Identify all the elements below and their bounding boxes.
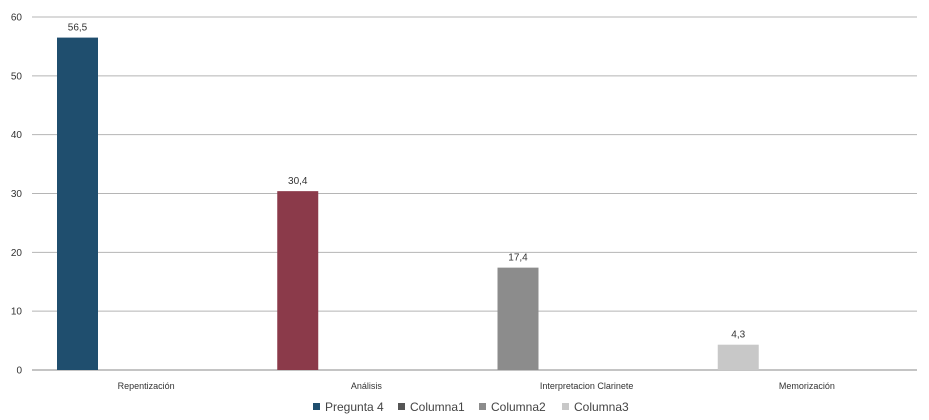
- legend-label: Pregunta 4: [325, 400, 384, 414]
- legend-swatch: [313, 403, 320, 410]
- y-tick-label: 50: [11, 71, 23, 82]
- category-label: Interpretacion Clarinete: [540, 381, 634, 391]
- y-tick-label: 10: [11, 307, 23, 318]
- y-tick-label: 60: [11, 13, 23, 24]
- y-tick-label: 0: [16, 366, 22, 377]
- y-tick-label: 20: [11, 248, 23, 259]
- y-tick-label: 40: [11, 130, 23, 141]
- data-label: 56,5: [68, 23, 88, 34]
- bars: [57, 37, 759, 370]
- category-labels: Repentización Análisis Interpretacion Clar…: [118, 381, 835, 391]
- y-tick-label: 30: [11, 189, 23, 200]
- y-axis-ticks: 0 10 20 30 40 50 60: [11, 13, 23, 377]
- data-label: 17,4: [508, 253, 528, 264]
- category-label: Repentización: [118, 381, 175, 391]
- legend-label: Columna3: [574, 400, 629, 414]
- category-label: Memorización: [779, 381, 835, 391]
- data-labels: 56,5 30,4 17,4 4,3: [68, 23, 746, 341]
- category-label: Análisis: [351, 381, 383, 391]
- data-label: 30,4: [288, 176, 308, 187]
- bar: [57, 37, 98, 370]
- legend-label: Columna2: [491, 400, 546, 414]
- legend-label: Columna1: [410, 400, 465, 414]
- legend-swatch: [562, 403, 569, 410]
- legend-swatch: [398, 403, 405, 410]
- bar: [717, 344, 759, 370]
- legend-swatch: [479, 403, 486, 410]
- bar: [277, 191, 319, 370]
- gridlines: [32, 16, 917, 371]
- data-label: 4,3: [731, 330, 745, 341]
- legend: Pregunta 4 Columna1 Columna2 Columna3: [313, 400, 629, 414]
- bar: [497, 267, 539, 370]
